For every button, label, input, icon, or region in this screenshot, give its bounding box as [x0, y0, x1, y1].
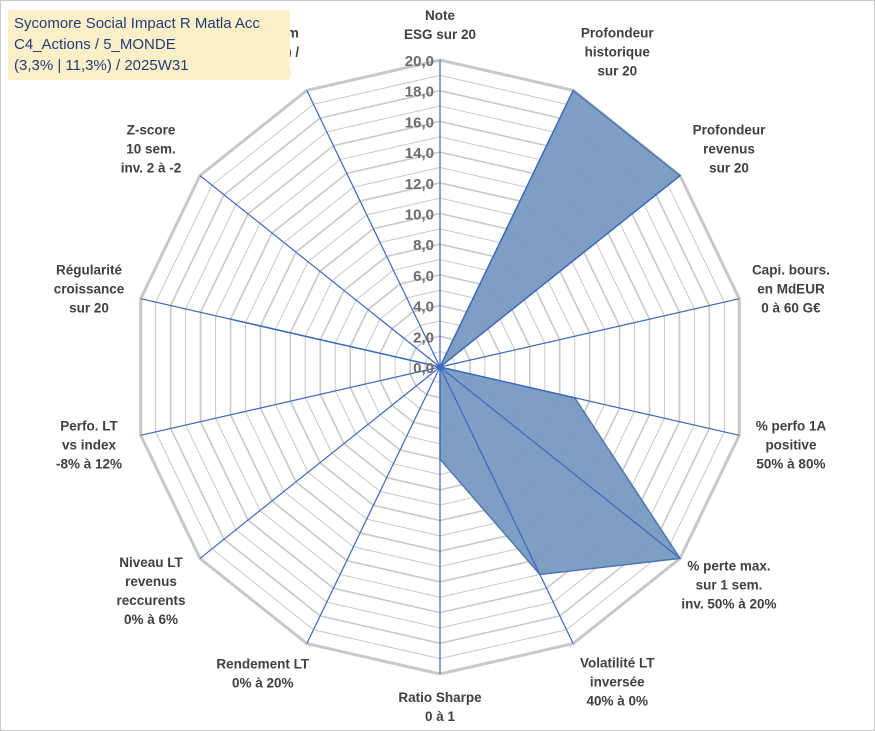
axis-label-5-line-1: sur 1 sem. [696, 577, 763, 592]
axis-label-9-line-0: Niveau LT [119, 555, 183, 570]
axis-label-1: Profondeur historique sur 20 [581, 26, 654, 79]
tick-label-10: 20,0 [405, 53, 434, 70]
axis-label-7-line-0: Ratio Sharpe [398, 690, 482, 705]
tick-layer: 0,0 2,0 4,0 6,0 8,0 10,0 12,0 14,0 16,0 18,0 20,0 [405, 53, 434, 377]
spoke-4 [439, 366, 740, 436]
axis-label-6-line-0: Volatilité LT [580, 655, 655, 670]
axis-label-2-line-2: sur 20 [709, 161, 749, 176]
spoke-6 [439, 366, 574, 644]
axis-label-9: Niveau LT revenus reccurents 0% à 6% [117, 555, 186, 627]
axis-label-4-line-0: % perfo 1A [756, 418, 827, 433]
spoke-3 [439, 298, 740, 368]
axis-label-8-line-0: Rendement LT [216, 656, 310, 671]
axis-label-10-line-0: Perfo. LT [60, 418, 118, 433]
axis-label-0: Note ESG sur 20 [404, 8, 476, 42]
spoke-1 [439, 90, 574, 368]
tick-label-0: 0,0 [413, 360, 434, 377]
tick-label-4: 8,0 [413, 237, 434, 254]
axis-label-7-line-1: 0 à 1 [425, 709, 456, 724]
axis-label-layer: Note ESG sur 20 Profondeur historique sur 20… [54, 8, 830, 724]
axis-label-5: % perte max. sur 1 sem. inv. 50% à 20% [681, 558, 776, 611]
axis-label-7: Ratio Sharpe 0 à 1 [398, 690, 482, 724]
chart-title-line-3: (3,3% | 11,3%) / 2025W31 [14, 57, 189, 74]
axis-label-6-line-2: 40% à 0% [587, 693, 649, 708]
spoke-11 [140, 298, 441, 368]
axis-label-11-line-2: sur 20 [69, 301, 109, 316]
axis-label-1-line-0: Profondeur [581, 26, 654, 41]
axis-label-4-line-1: positive [765, 437, 817, 452]
spoke-5 [439, 366, 681, 559]
axis-label-5-line-2: inv. 50% à 20% [681, 596, 776, 611]
tick-label-3: 6,0 [413, 268, 434, 285]
axis-label-4: % perfo 1A positive 50% à 80% [756, 418, 827, 471]
spoke-10 [140, 366, 441, 436]
chart-title: Sycomore Social Impact R Matla Acc C4_Ac… [8, 10, 290, 80]
axis-label-10-line-1: vs index [62, 437, 117, 452]
axis-label-6-line-1: inversée [590, 674, 645, 689]
tick-label-5: 10,0 [405, 207, 434, 224]
tick-label-8: 16,0 [405, 114, 434, 131]
axis-label-1-line-2: sur 20 [597, 64, 637, 79]
tick-label-2: 4,0 [413, 299, 434, 316]
axis-label-3-line-0: Capi. bours. [752, 263, 830, 278]
tick-label-9: 18,0 [405, 84, 434, 101]
tick-label-1: 2,0 [413, 329, 434, 346]
axis-label-12-line-0: Z-score [127, 123, 176, 138]
spoke-12 [199, 175, 441, 368]
axis-label-3-line-2: 0 à 60 G€ [761, 301, 821, 316]
axis-label-2: Profondeur revenus sur 20 [693, 123, 766, 176]
axis-label-5-line-0: % perte max. [687, 558, 770, 573]
axis-label-2-line-0: Profondeur [693, 123, 766, 138]
axis-label-9-line-1: revenus [125, 574, 177, 589]
axis-label-8: Rendement LT 0% à 20% [216, 656, 310, 690]
axis-label-9-line-3: 0% à 6% [124, 612, 178, 627]
axis-label-6: Volatilité LT inversée 40% à 0% [580, 655, 655, 708]
axis-label-11: Régularité croissance sur 20 [54, 263, 125, 316]
spoke-2 [439, 175, 681, 368]
axis-label-8-line-1: 0% à 20% [232, 675, 294, 690]
axis-label-1-line-1: historique [585, 45, 651, 60]
axis-label-4-line-2: 50% à 80% [756, 456, 825, 471]
spoke-layer [140, 60, 740, 674]
axis-label-12-line-2: inv. 2 à -2 [121, 161, 182, 176]
axis-label-3: Capi. bours. en MdEUR 0 à 60 G€ [752, 263, 830, 316]
axis-label-11-line-1: croissance [54, 282, 125, 297]
axis-label-9-line-2: reccurents [117, 593, 186, 608]
axis-label-3-line-1: en MdEUR [757, 282, 825, 297]
axis-label-0-line-0: Note [425, 8, 455, 23]
axis-label-2-line-1: revenus [703, 142, 755, 157]
axis-label-10: Perfo. LT vs index -8% à 12% [56, 418, 122, 471]
chart-title-line-1: Sycomore Social Impact R Matla Acc [14, 15, 260, 32]
axis-label-10-line-2: -8% à 12% [56, 456, 122, 471]
axis-label-11-line-0: Régularité [56, 263, 123, 278]
axis-label-12: Z-score 10 sem. inv. 2 à -2 [121, 123, 182, 176]
tick-label-6: 12,0 [405, 176, 434, 193]
axis-label-12-line-1: 10 sem. [126, 142, 176, 157]
chart-title-line-2: C4_Actions / 5_MONDE [14, 36, 176, 53]
spoke-13 [306, 90, 441, 368]
spoke-9 [199, 366, 441, 559]
tick-label-7: 14,0 [405, 145, 434, 162]
spoke-8 [306, 366, 441, 644]
axis-label-0-line-1: ESG sur 20 [404, 27, 476, 42]
